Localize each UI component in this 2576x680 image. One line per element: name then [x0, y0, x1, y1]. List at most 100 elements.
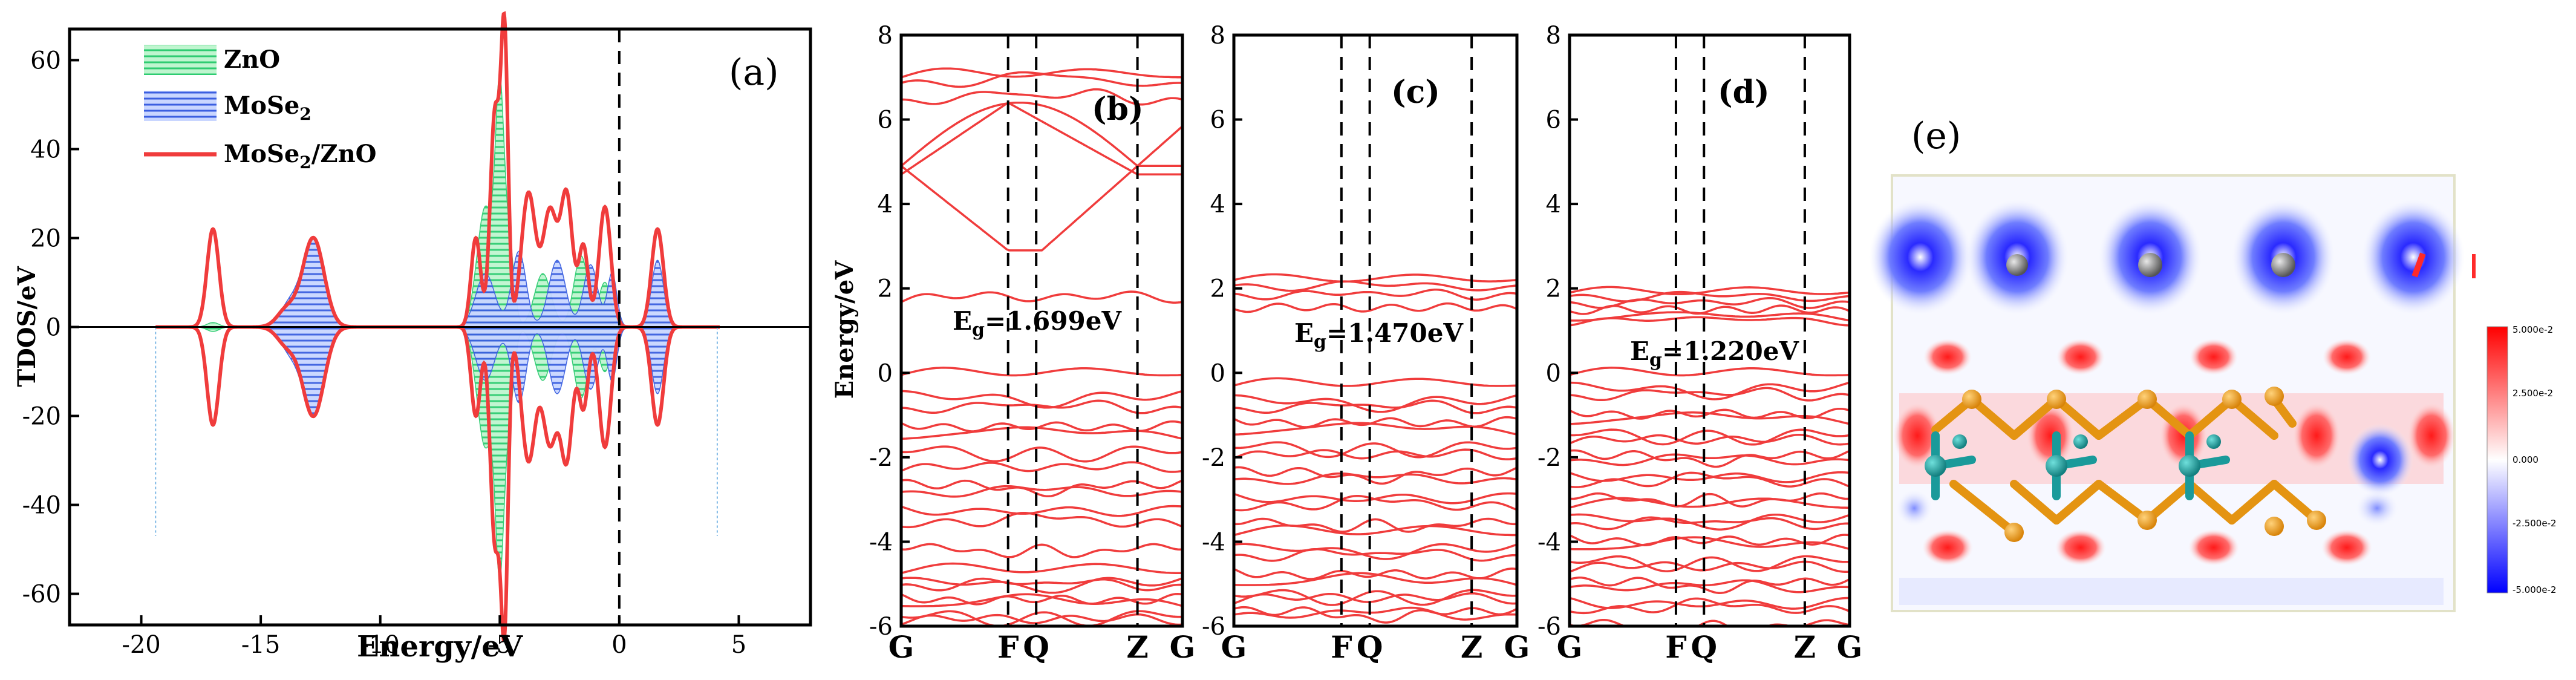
band-line [1570, 411, 1850, 425]
y-tick-label: 0 [46, 314, 61, 342]
y-tick-label: 0 [1546, 359, 1561, 387]
se-atom [2004, 523, 2024, 542]
band-line [1234, 280, 1517, 292]
red-accumulation-region [1922, 529, 1973, 566]
x-tick-label: 0 [611, 631, 627, 659]
y-axis-label: TDOS/eV [13, 266, 41, 387]
band-line [901, 505, 1182, 517]
zn-atom [2006, 254, 2028, 276]
colorbar-label-min: -5.000e-2 [2512, 584, 2557, 595]
blue-depletion-region [1869, 200, 1972, 315]
tdos-ticks: -20 -15 -10 -5 0 5 -60 -40 -20 0 20 40 60 [22, 47, 747, 659]
y-tick-label: 20 [30, 224, 61, 252]
band-line [1234, 548, 1517, 562]
kpoint-label: Q [1023, 629, 1049, 665]
mo-atom [2046, 455, 2067, 477]
band-line [1570, 471, 1850, 488]
band-line [1234, 606, 1517, 621]
panel-label: (c) [1391, 74, 1440, 111]
kpoint-label: Q [1357, 629, 1383, 665]
mo-atom [1952, 434, 1967, 449]
colorbar-label-zero: 0.000 [2512, 454, 2539, 465]
panel-label-e: (e) [1911, 115, 1961, 157]
band-line [1234, 416, 1517, 428]
series-area-zno [155, 326, 720, 580]
kpoint-label: Z [1461, 629, 1483, 665]
y-tick-label: -2 [1537, 444, 1561, 472]
y-tick-label: 2 [1546, 275, 1561, 303]
legend: ZnO MoSe2 MoSe2/ZnO [144, 45, 377, 172]
band-line [1234, 524, 1517, 537]
band-line [901, 71, 1182, 88]
y-tick-label: 4 [878, 191, 893, 218]
band-frame [1568, 33, 1851, 628]
band-line [1570, 367, 1850, 377]
band-line [901, 102, 1182, 176]
colorbar-label-max: 5.000e-2 [2512, 324, 2553, 335]
band-line [901, 426, 1182, 440]
band-gap-label: Eg=1.470eV [1294, 318, 1464, 353]
y-tick-label: 0 [1210, 359, 1225, 387]
red-accumulation-region [1923, 339, 1972, 375]
band-line [1570, 516, 1850, 531]
band-line [1234, 448, 1517, 460]
y-tick-label: -6 [1202, 613, 1225, 641]
band-line [1234, 466, 1517, 485]
mo-atom [1925, 455, 1946, 477]
panel-label: (b) [1092, 91, 1144, 128]
band-line [901, 390, 1182, 409]
band-line [901, 290, 1182, 304]
band-line [1234, 495, 1517, 512]
atomic-structure [1925, 253, 2326, 542]
kpoint-label: G [1221, 629, 1247, 665]
band-line [901, 125, 1182, 252]
legend-swatch-zno [144, 45, 217, 75]
band-line [901, 399, 1182, 414]
kpoint-label: Z [1794, 629, 1816, 665]
band-frame [899, 33, 1184, 628]
band-line [1570, 290, 1850, 302]
kpoint-label: G [1170, 629, 1196, 665]
band-line [1234, 592, 1517, 605]
colorbar-label: -2.500e-2 [2512, 518, 2557, 529]
kpoint-label: G [1504, 629, 1530, 665]
band-line [901, 593, 1182, 607]
kpoint-label: G [889, 629, 915, 665]
x-axis-label: Energy/eV [357, 630, 523, 664]
y-tick-label: -60 [22, 581, 61, 609]
band-line [1570, 471, 1850, 483]
zn-atom [2138, 253, 2162, 277]
se-atom [2222, 390, 2242, 409]
y-axis-label: Energy/eV [830, 260, 859, 399]
se-atom [2265, 517, 2284, 536]
band-line [1570, 579, 1850, 593]
panel-label-a: (a) [729, 51, 779, 94]
colorbar-label: 2.500e-2 [2512, 388, 2553, 399]
red-marker [2411, 252, 2426, 278]
band-line [901, 485, 1182, 498]
band-line [1570, 513, 1850, 531]
red-accumulation-region [2188, 529, 2239, 566]
se-atom [2265, 387, 2284, 406]
y-tick-label: -4 [1537, 528, 1561, 556]
kpoint-label: F [1331, 629, 1352, 665]
y-tick-label: 2 [1210, 275, 1225, 303]
series-area-mose2 [155, 326, 720, 417]
band-gap-label: Eg=1.699eV [953, 306, 1122, 341]
band-line [1234, 606, 1517, 624]
band-line [1234, 543, 1517, 560]
band-line [901, 593, 1182, 606]
band-line [901, 461, 1182, 473]
y-tick-label: 40 [30, 136, 61, 163]
y-tick-label: 8 [1546, 22, 1561, 50]
band-line [1570, 381, 1850, 400]
y-tick-label: -4 [869, 528, 893, 556]
se-atom [2137, 511, 2157, 530]
band-line [901, 610, 1182, 626]
y-tick-label: -2 [1202, 444, 1225, 472]
band-line [1570, 428, 1850, 446]
kpoint-label: F [1665, 629, 1687, 665]
band-line [1234, 273, 1517, 283]
